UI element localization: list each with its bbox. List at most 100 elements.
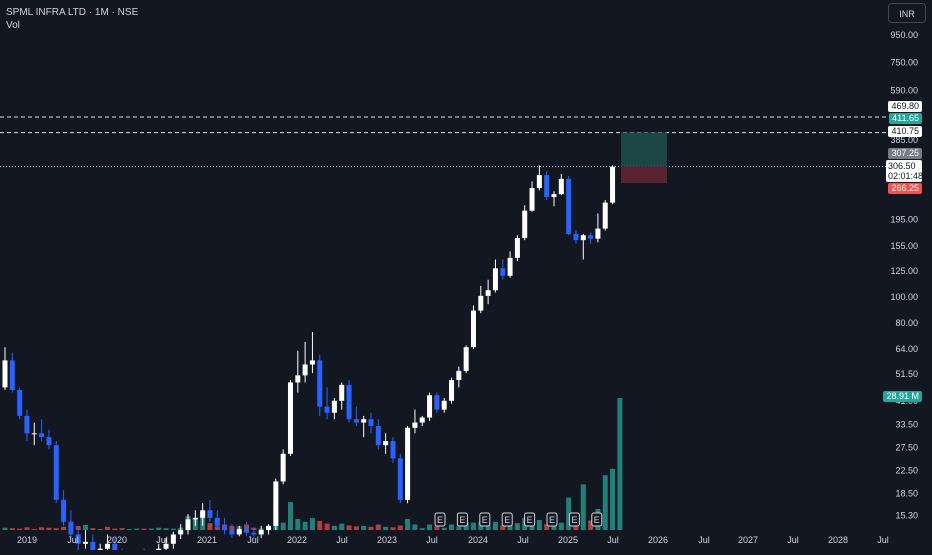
earnings-marker[interactable]: E: [501, 512, 513, 527]
earnings-marker-box: [456, 512, 468, 527]
volume-bar: [83, 524, 89, 530]
candle-body: [222, 525, 228, 531]
volume-bar: [610, 468, 616, 530]
volume-bar: [514, 523, 520, 530]
candle-body: [83, 541, 89, 544]
price-axis-tick-label: 590.00: [890, 85, 918, 95]
candle: [317, 354, 323, 416]
candle-body: [244, 529, 250, 533]
candle: [390, 437, 396, 464]
candle: [9, 352, 15, 393]
earnings-marker[interactable]: E: [591, 512, 603, 527]
candle: [287, 380, 293, 457]
candle-body: [75, 534, 81, 544]
candle: [46, 429, 52, 450]
earnings-marker[interactable]: E: [434, 512, 446, 527]
candle-body: [419, 417, 425, 423]
volume-bar: [24, 527, 30, 530]
volume-bar: [170, 528, 176, 530]
candle-body: [529, 188, 535, 211]
candle: [595, 213, 601, 243]
candle: [558, 173, 564, 196]
price-axis-tick-label: 27.50: [895, 442, 918, 452]
price-axis-tick-label: 64.00: [895, 344, 918, 354]
earnings-marker-label: E: [594, 515, 600, 525]
candle: [258, 525, 264, 539]
earnings-marker-label: E: [527, 515, 533, 525]
earnings-marker-box: [524, 512, 536, 527]
candle-body: [566, 178, 572, 234]
volume-bar: [53, 528, 59, 530]
candle: [229, 524, 235, 539]
candle-body: [178, 530, 184, 535]
time-axis-tick-label: 2023: [377, 535, 397, 545]
currency-button[interactable]: INR: [888, 3, 926, 23]
candle: [456, 366, 462, 388]
candle: [522, 205, 528, 241]
candle-body: [434, 395, 440, 410]
earnings-marker[interactable]: E: [546, 512, 558, 527]
volume-indicator-label[interactable]: Vol: [6, 20, 20, 31]
candles: [2, 165, 616, 555]
candle-body: [610, 166, 616, 203]
time-axis-tick-label: Jul: [787, 535, 799, 545]
long-position-tool[interactable]: [621, 132, 667, 184]
time-axis-tick-label: 2021: [197, 535, 217, 545]
time-axis-tick-label: 2026: [648, 535, 668, 545]
candle-body: [200, 510, 206, 518]
volume-bar: [544, 524, 550, 530]
candle-body: [185, 519, 191, 531]
volume-bar: [141, 528, 147, 530]
symbol-title[interactable]: SPML INFRA LTD · 1M · NSE: [6, 7, 139, 18]
volume-bar: [470, 522, 476, 530]
earnings-marker[interactable]: E: [456, 512, 468, 527]
time-axis-tick-label: Jul: [607, 535, 619, 545]
volume-bar: [434, 526, 440, 530]
candle: [529, 181, 535, 212]
candle-body: [163, 543, 169, 549]
time-axis[interactable]: 2019 Jul 2020 Jul 2021 Jul 2022 Jul 2023 Jul 2024 J…: [17, 535, 889, 545]
candle: [566, 175, 572, 236]
target-price-tag: 411.65: [889, 113, 922, 124]
candle-body: [507, 257, 513, 276]
volume-bar: [31, 529, 37, 530]
earnings-marker[interactable]: E: [568, 512, 580, 527]
price-axis-tick-label: 51.50: [895, 369, 918, 379]
candle: [244, 521, 250, 537]
volume-bar: [126, 529, 132, 530]
volume-bars: [2, 398, 623, 530]
time-axis-tick-label: Jul: [247, 535, 259, 545]
candle: [573, 229, 579, 244]
candle: [463, 345, 469, 374]
earnings-marker-box: [568, 512, 580, 527]
volume-bar: [536, 519, 542, 530]
price-axis-tick-label: 15.30: [895, 511, 918, 521]
candle: [536, 165, 542, 191]
volume-bar: [500, 525, 506, 530]
horizontal-lines: [0, 116, 890, 168]
candle: [83, 530, 89, 549]
volume-bar: [280, 522, 286, 530]
candle: [251, 527, 257, 540]
volume-bar: [148, 528, 154, 530]
candle-body: [361, 419, 367, 423]
earnings-marker-label: E: [571, 515, 577, 525]
candle: [236, 525, 242, 537]
time-axis-tick-label: Jul: [698, 535, 710, 545]
earnings-marker[interactable]: E: [524, 512, 536, 527]
volume-bar: [405, 519, 411, 530]
candle-body: [214, 517, 220, 526]
candle: [383, 433, 389, 454]
volume-bar: [9, 528, 15, 530]
time-axis-tick-label: Jul: [877, 535, 889, 545]
candle: [295, 350, 301, 393]
candle: [339, 382, 345, 410]
candle-body: [580, 235, 586, 241]
price-axis-tick-label: 385.00: [890, 135, 918, 145]
candle-body: [17, 389, 23, 416]
candle-body: [287, 382, 293, 454]
earnings-marker[interactable]: E: [479, 512, 491, 527]
